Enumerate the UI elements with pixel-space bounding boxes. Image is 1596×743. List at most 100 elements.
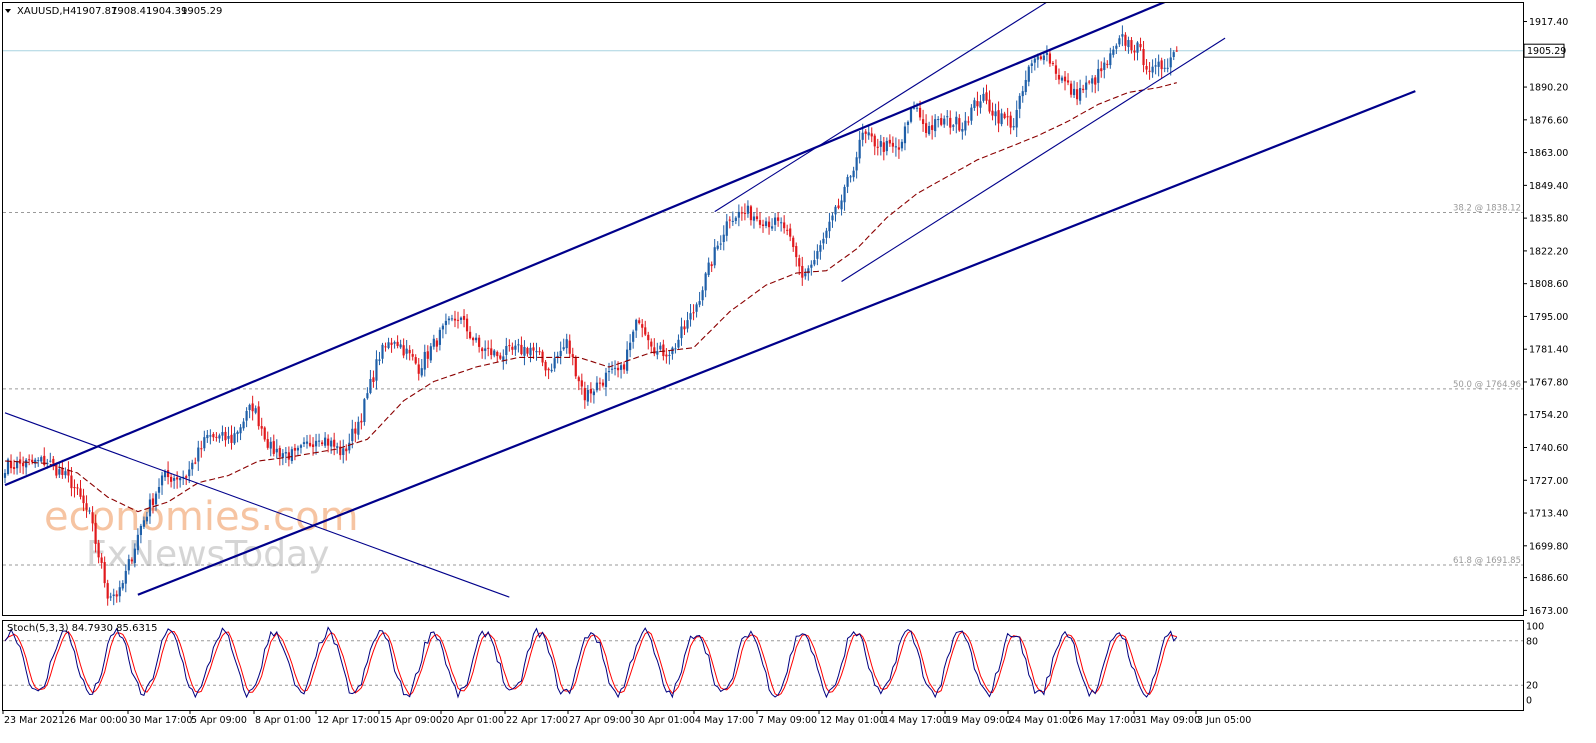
candle xyxy=(6,457,10,476)
candle-body xyxy=(813,260,816,265)
candle-body xyxy=(523,346,526,356)
trendline-inner-lower[interactable] xyxy=(841,37,1226,282)
candle-body xyxy=(85,503,88,510)
candle xyxy=(619,362,623,379)
candle-body xyxy=(435,340,438,347)
candle-body xyxy=(967,121,970,123)
time-tick-label: 8 Apr 01:00 xyxy=(255,715,311,726)
candle xyxy=(532,342,535,359)
candle-body xyxy=(73,487,76,489)
current-price-tag: 1905.29 xyxy=(1523,43,1566,58)
dropdown-arrow-icon[interactable] xyxy=(5,9,11,13)
candle-body xyxy=(91,512,94,524)
candle-body xyxy=(1139,44,1142,48)
candle-body xyxy=(831,215,834,221)
candle-body xyxy=(354,428,357,434)
candle-body xyxy=(372,377,375,382)
candle-body xyxy=(698,301,701,305)
candle-body xyxy=(19,459,22,464)
candle-body xyxy=(704,273,707,291)
ohlc-high: 1908.41 xyxy=(111,6,152,17)
stochastic-tick-label: 0 xyxy=(1526,696,1532,707)
candle-body xyxy=(629,342,632,351)
candle xyxy=(873,133,876,156)
candle xyxy=(299,443,303,454)
candle xyxy=(3,469,7,484)
candle-body xyxy=(1172,52,1175,57)
candle xyxy=(710,261,713,273)
candle-body xyxy=(1012,126,1015,128)
candle-body xyxy=(677,339,680,348)
candle xyxy=(308,434,312,448)
candle xyxy=(589,382,592,403)
candle-body xyxy=(3,473,7,478)
candle xyxy=(215,432,218,442)
candle-body xyxy=(852,170,855,178)
candle-body xyxy=(444,320,448,326)
candle-body xyxy=(921,119,925,124)
candle-body xyxy=(662,344,665,357)
candle xyxy=(127,554,130,575)
candle xyxy=(704,271,707,298)
candle-body xyxy=(710,264,713,267)
watermark-line-2: FxNewsToday xyxy=(86,534,329,575)
candle xyxy=(121,580,124,591)
candle-body xyxy=(928,126,931,135)
candle-body xyxy=(535,351,538,353)
candle xyxy=(626,341,629,374)
candle xyxy=(499,352,502,360)
price-tick-label: 1673.00 xyxy=(1529,606,1568,617)
candle-body xyxy=(943,118,946,125)
price-tick-label: 1822.20 xyxy=(1529,246,1568,257)
candle-body xyxy=(1018,95,1021,109)
candle-body xyxy=(336,446,339,448)
candle xyxy=(154,491,158,511)
candle xyxy=(133,543,136,568)
trendline-channel-upper[interactable] xyxy=(4,0,1237,487)
candle-body xyxy=(1100,68,1103,72)
candle xyxy=(112,588,115,606)
trendline-descending-line[interactable] xyxy=(4,412,510,598)
candle xyxy=(822,232,825,250)
candle-body xyxy=(746,205,750,214)
candle xyxy=(858,130,861,164)
candle-body xyxy=(559,350,562,357)
candle-body xyxy=(136,534,139,551)
candle-body xyxy=(176,477,179,480)
candle-body xyxy=(408,349,411,354)
candle-body xyxy=(330,440,333,447)
trendline-channel-lower[interactable] xyxy=(137,90,1416,596)
trendline-inner-upper[interactable] xyxy=(714,0,1068,213)
candle xyxy=(118,580,121,603)
candle-body xyxy=(363,399,366,423)
candle xyxy=(613,360,617,376)
candle-body xyxy=(897,147,901,150)
candle-body xyxy=(761,224,765,226)
candle-body xyxy=(429,346,432,361)
candle xyxy=(496,350,499,363)
candle-body xyxy=(650,341,653,347)
candle xyxy=(1009,111,1012,135)
candle-body xyxy=(713,247,716,266)
candle-body xyxy=(1124,34,1127,46)
candle-body xyxy=(674,348,677,350)
candle xyxy=(952,124,955,131)
candle xyxy=(764,217,768,229)
candle-body xyxy=(1082,88,1085,91)
candle-body xyxy=(1048,53,1052,64)
candle xyxy=(435,337,438,353)
candle-body xyxy=(257,406,260,427)
candle xyxy=(813,250,816,267)
candle-body xyxy=(49,460,52,462)
price-tick-label: 1713.40 xyxy=(1529,509,1568,520)
candle xyxy=(656,342,659,360)
candle xyxy=(1018,93,1021,119)
fibonacci-label: 38.2 @ 1838.12 xyxy=(1453,204,1521,214)
candle xyxy=(254,405,257,415)
trendlines[interactable] xyxy=(4,0,1416,598)
candle xyxy=(867,124,870,140)
candle xyxy=(317,433,321,447)
candle-body xyxy=(203,437,206,449)
candle xyxy=(1042,52,1045,65)
